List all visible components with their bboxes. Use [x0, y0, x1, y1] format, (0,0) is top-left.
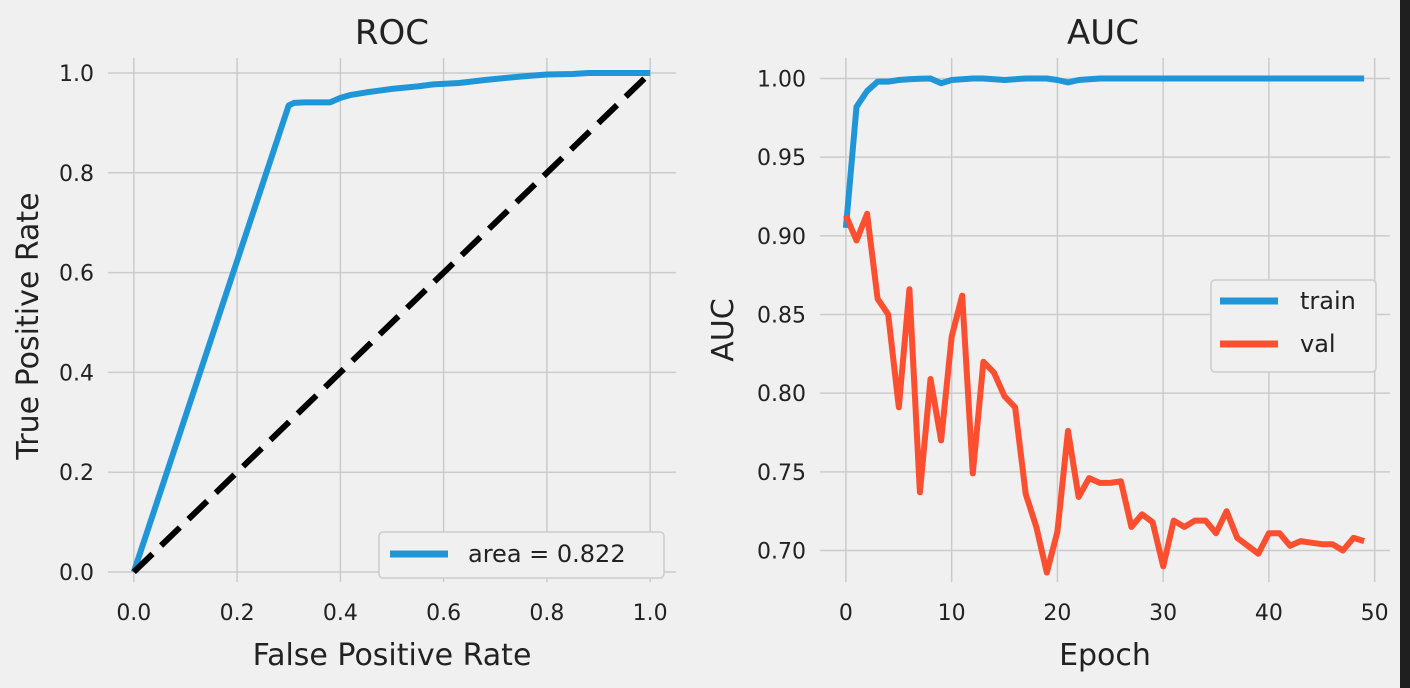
roc-y-tick-labels: 0.0 0.2 0.4 0.6 0.8 1.0 — [59, 62, 94, 586]
auc-x-tick-label: 40 — [1255, 601, 1283, 626]
roc-x-tick-label: 0.8 — [529, 601, 564, 626]
auc-legend-label-train: train — [1300, 287, 1356, 315]
roc-title: ROC — [355, 13, 429, 53]
roc-x-tick-label: 0.2 — [220, 601, 255, 626]
roc-legend-box — [378, 531, 665, 579]
auc-series-train-line — [842, 75, 1365, 229]
auc-series-val-line — [843, 210, 1365, 576]
roc-y-tick-label: 0.4 — [59, 361, 94, 386]
roc-x-axis-label: False Positive Rate — [253, 638, 532, 673]
roc-lines — [130, 70, 653, 575]
auc-x-tick-label: 10 — [938, 601, 966, 626]
roc-series-diagonal-line — [131, 70, 653, 575]
auc-x-tick-label: 50 — [1361, 601, 1389, 626]
roc-x-tick-labels: 0.0 0.2 0.4 0.6 0.8 1.0 — [116, 601, 667, 626]
roc-x-tick-label: 1.0 — [633, 601, 668, 626]
auc-y-tick-label: 0.70 — [757, 540, 806, 565]
auc-y-tick-label: 1.00 — [757, 67, 806, 92]
auc-y-axis-label: AUC — [706, 298, 741, 361]
auc-panel: 0 10 20 30 40 50 0.70 0.75 0.80 0.85 0.90 0.95 1.00… — [706, 13, 1390, 673]
auc-x-axis-label: Epoch — [1059, 638, 1151, 673]
roc-series-area-0-822-line — [130, 70, 651, 573]
roc-x-tick-label: 0.6 — [426, 601, 461, 626]
roc-legend-label: area = 0.822 — [468, 540, 626, 568]
auc-lines — [842, 75, 1365, 576]
roc-x-tick-label: 0.0 — [116, 601, 151, 626]
auc-title: AUC — [1067, 13, 1139, 53]
auc-y-tick-label: 0.95 — [757, 146, 806, 171]
auc-x-tick-labels: 0 10 20 30 40 50 — [839, 601, 1389, 626]
roc-y-tick-label: 1.0 — [59, 62, 94, 87]
auc-x-tick-label: 0 — [839, 601, 853, 626]
roc-y-tick-label: 0.2 — [59, 461, 94, 486]
auc-legend: train val — [1210, 279, 1377, 373]
auc-y-tick-labels: 0.70 0.75 0.80 0.85 0.90 0.95 1.00 — [757, 67, 806, 564]
roc-legend: area = 0.822 — [378, 531, 665, 579]
auc-y-tick-label: 0.90 — [757, 225, 806, 250]
roc-y-axis-label: True Positive Rate — [11, 192, 46, 460]
auc-legend-label-val: val — [1300, 330, 1336, 358]
roc-x-tick-label: 0.4 — [323, 601, 358, 626]
roc-panel: 0.0 0.2 0.4 0.6 0.8 1.0 0.0 0.2 0.4 0.6 0.8 1.0 RO… — [11, 13, 676, 673]
auc-y-tick-label: 0.85 — [757, 303, 806, 328]
roc-y-tick-label: 0.8 — [59, 162, 94, 187]
auc-y-tick-label: 0.80 — [757, 382, 806, 407]
auc-y-tick-label: 0.75 — [757, 461, 806, 486]
roc-y-tick-label: 0.6 — [59, 262, 94, 287]
roc-y-tick-label: 0.0 — [59, 561, 94, 586]
auc-x-tick-label: 30 — [1149, 601, 1177, 626]
auc-x-tick-label: 20 — [1043, 601, 1071, 626]
